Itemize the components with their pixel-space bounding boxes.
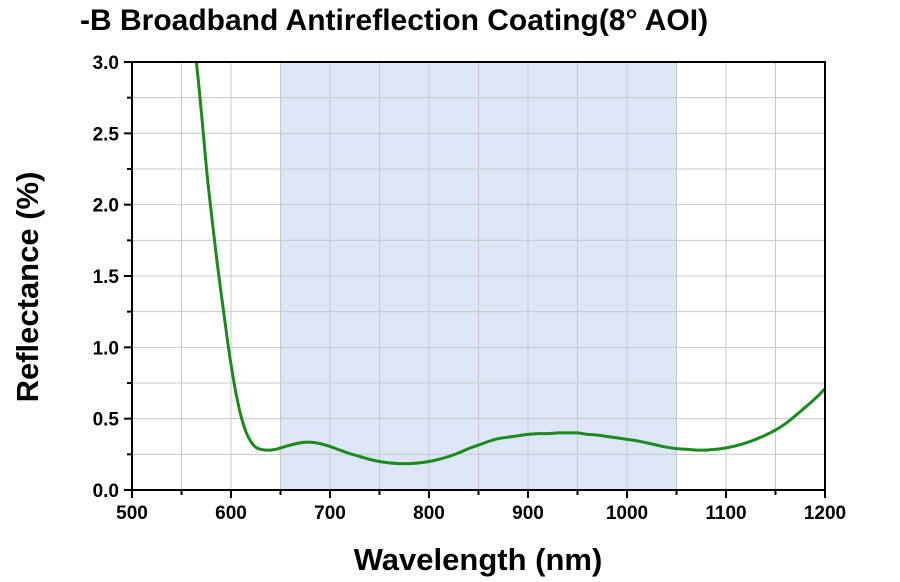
y-tick-label: 0.0 xyxy=(93,481,119,502)
x-tick-label: 1000 xyxy=(606,503,648,524)
reflectance-curve xyxy=(194,61,827,466)
x-tick-label: 800 xyxy=(413,503,445,524)
x-tick-labels: 500 600 700 800 900 1000 1100 1200 xyxy=(116,503,846,524)
y-tick-labels: 0.0 0.5 1.0 1.5 2.0 2.5 3.0 xyxy=(93,53,120,502)
y-tick-label: 3.0 xyxy=(93,53,119,74)
y-tick-label: 0.5 xyxy=(93,410,120,431)
x-tick-label: 600 xyxy=(215,503,247,524)
x-tick-label: 1100 xyxy=(705,503,746,524)
grid-lines xyxy=(132,62,825,490)
x-axis-label: Wavelength (nm) xyxy=(354,542,603,577)
y-axis-label: Reflectance (%) xyxy=(10,172,45,403)
plot-frame xyxy=(131,61,826,491)
x-tick-label: 500 xyxy=(116,503,148,524)
x-tick-label: 900 xyxy=(512,503,544,524)
y-tick-label: 2.5 xyxy=(93,124,120,145)
x-tick-label: 1200 xyxy=(804,503,846,524)
y-tick-label: 1.0 xyxy=(93,338,119,359)
x-tick-label: 700 xyxy=(314,503,346,524)
y-tick-label: 2.0 xyxy=(93,196,119,217)
chart-title: -B Broadband Antireflection Coating(8° A… xyxy=(80,4,708,37)
y-tick-label: 1.5 xyxy=(93,267,120,288)
